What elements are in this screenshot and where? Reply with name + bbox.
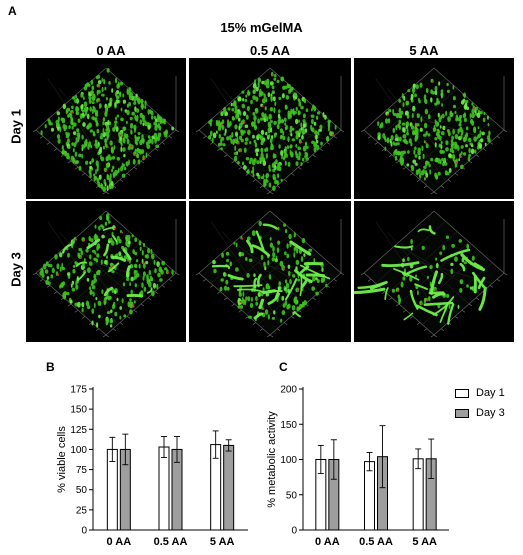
- y-tick-label: 150: [70, 405, 87, 416]
- legend-label-day3: Day 3: [476, 407, 505, 419]
- cell-cluster: [211, 220, 331, 323]
- y-tick-label: 25: [76, 505, 88, 516]
- micrograph-day1-0-5aa: [189, 58, 351, 199]
- column-label-5aa: 5 AA: [409, 43, 439, 58]
- x-tick-label: 5 AA: [210, 536, 235, 548]
- y-tick-label: 50: [76, 485, 88, 496]
- row-label-day1: Day 1: [8, 109, 24, 144]
- y-tick-label: 200: [280, 385, 297, 396]
- cell-cluster: [40, 68, 175, 192]
- legend-swatch-day3: [455, 408, 469, 418]
- y-tick-label: 75: [76, 465, 88, 476]
- column-label-0aa: 0 AA: [96, 43, 126, 58]
- x-tick-label: 0.5 AA: [154, 536, 188, 548]
- y-tick-label: 100: [70, 445, 87, 456]
- micrograph-day1-0aa: [26, 58, 186, 199]
- column-label-0-5aa: 0.5 AA: [250, 43, 290, 58]
- legend-label-day1: Day 1: [476, 387, 505, 399]
- legend-swatch-day1: [455, 388, 469, 398]
- y-tick-label: 50: [286, 490, 298, 501]
- y-tick-label: 100: [280, 455, 297, 466]
- cell-cluster: [39, 213, 174, 328]
- scaffold-volume: [32, 67, 180, 195]
- legend-item-day3: Day 3: [455, 407, 505, 419]
- panel-a-letter: A: [8, 4, 17, 18]
- bar: [412, 458, 424, 531]
- cell-cluster: [354, 225, 487, 325]
- cell-cluster: [377, 78, 491, 181]
- y-axis-label: % metabolic activity: [266, 411, 278, 508]
- micrograph-day1-5aa: [354, 58, 514, 199]
- micrograph-day3-0aa: [26, 201, 186, 342]
- y-tick-label: 175: [70, 385, 87, 396]
- y-axis-label: % viable cells: [56, 426, 68, 493]
- y-tick-label: 125: [70, 425, 87, 436]
- y-tick-label: 0: [291, 526, 297, 537]
- chart-metabolic-activity: 0 50 100 150 200 % metabolic activity 0 AA 0.5 …: [262, 375, 452, 550]
- x-tick-label: 0 AA: [315, 536, 340, 548]
- y-tick-label: 0: [81, 526, 87, 537]
- legend: Day 1 Day 3: [455, 387, 505, 419]
- micrograph-day3-0-5aa: [189, 201, 351, 342]
- x-tick-label: 0.5 AA: [359, 536, 393, 548]
- panel-b-letter: B: [46, 360, 55, 374]
- y-tick-label: 150: [280, 420, 297, 431]
- row-label-day3: Day 3: [8, 252, 24, 287]
- bar: [364, 461, 375, 531]
- legend-item-day1: Day 1: [455, 387, 505, 399]
- chart-viable-cells: 0 25 50 75 100 125 150 175 % viable cells 0 AA 0.5…: [40, 375, 250, 550]
- x-tick-label: 5 AA: [412, 536, 437, 548]
- scaffold-volume: [360, 210, 508, 338]
- x-tick-label: 0 AA: [107, 536, 132, 548]
- micrograph-day3-5aa: [354, 201, 514, 342]
- panel-c-letter: C: [279, 360, 288, 374]
- bar: [158, 446, 170, 531]
- scaffold-volume: [195, 210, 345, 338]
- figure-title: 15% mGelMA: [220, 20, 303, 35]
- cell-cluster: [208, 71, 337, 191]
- bar: [223, 444, 235, 531]
